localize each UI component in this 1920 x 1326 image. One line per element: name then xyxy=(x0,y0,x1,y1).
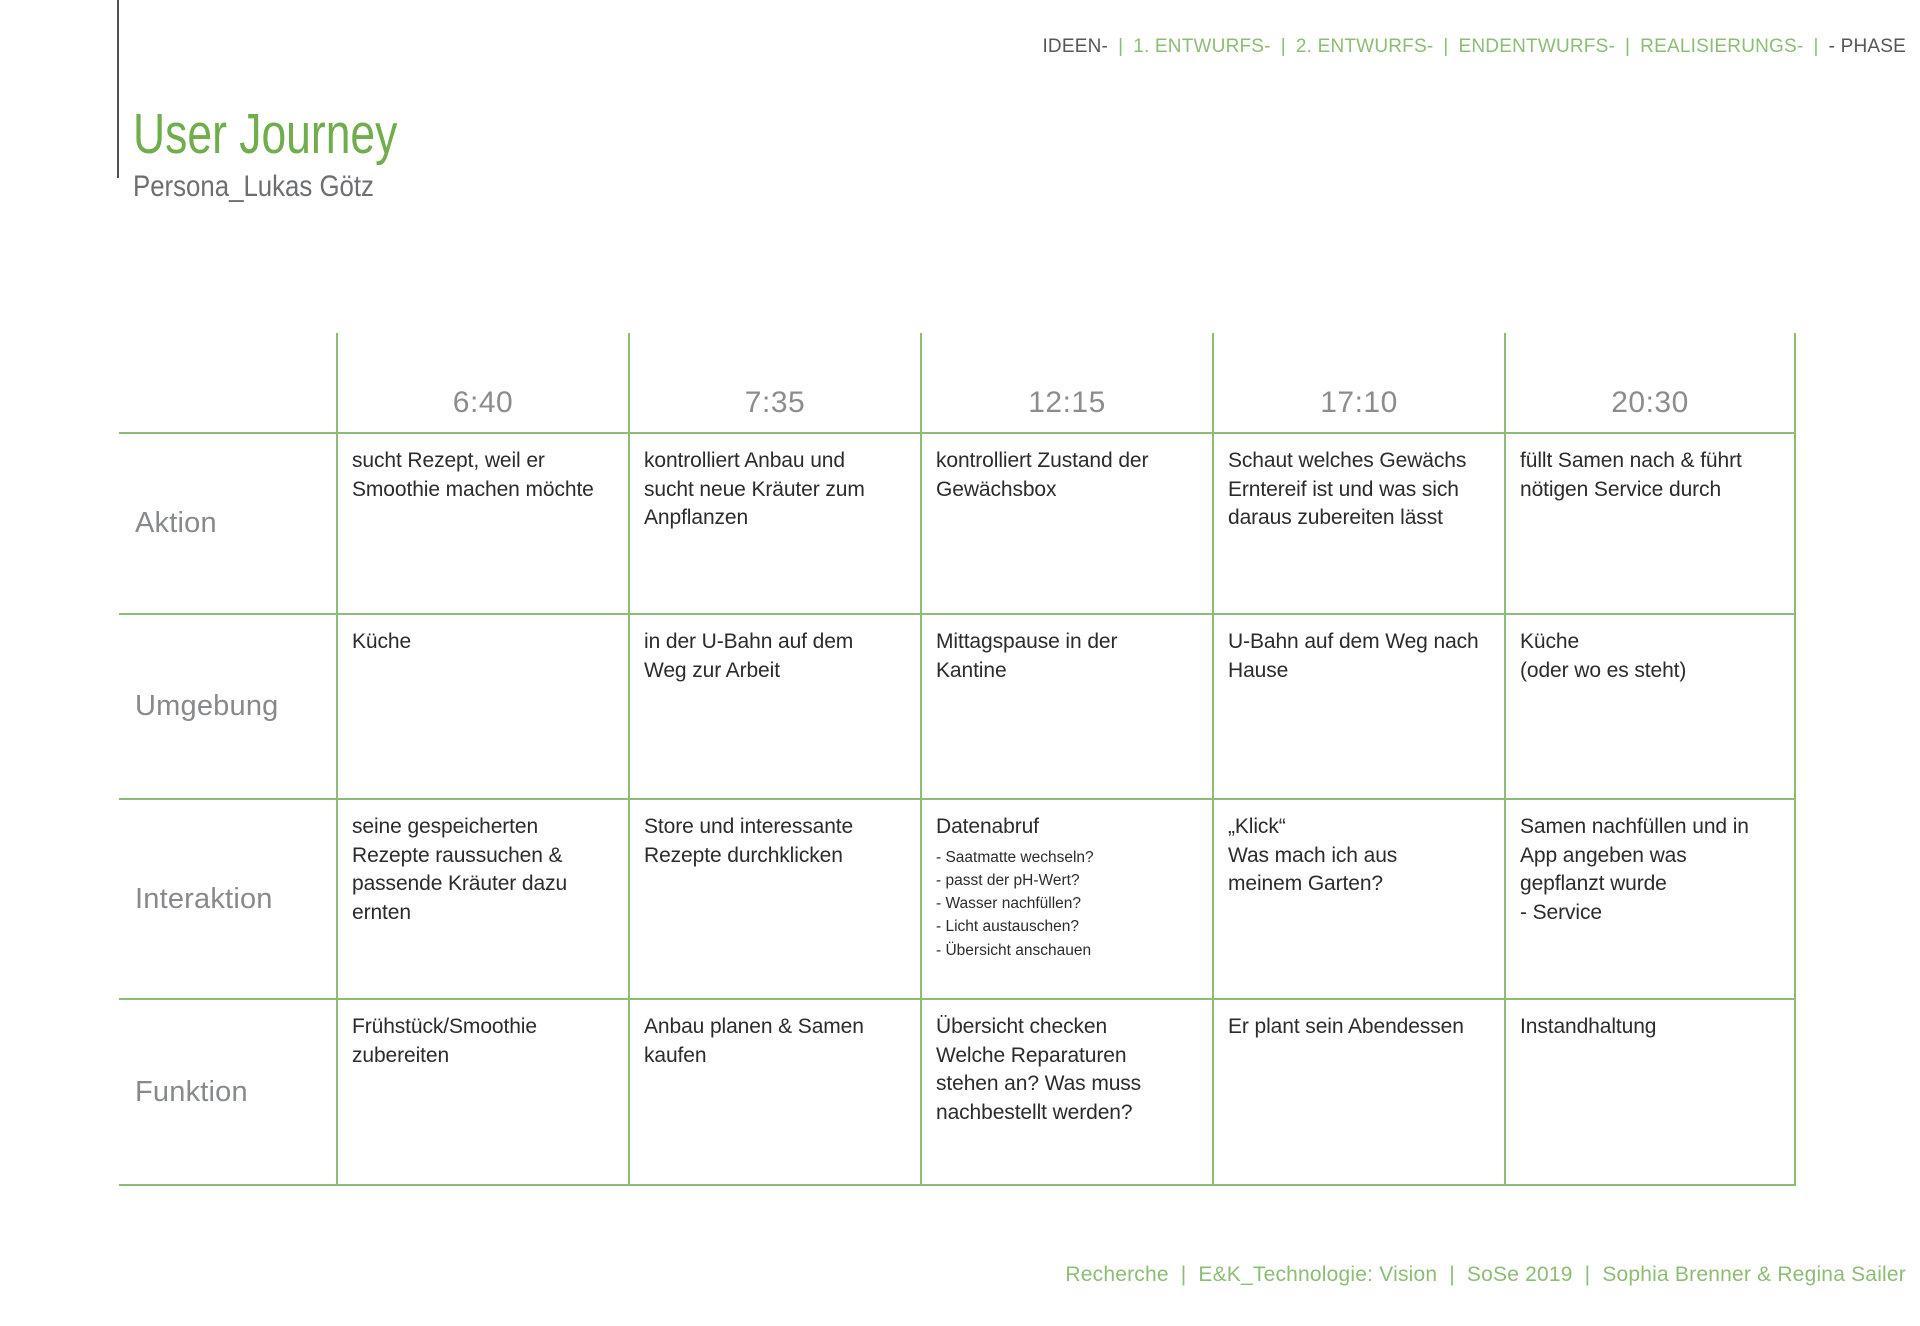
journey-cell: Mittagspause in der Kantine xyxy=(920,613,1212,798)
journey-cell: kontrolliert Anbau und sucht neue Kräute… xyxy=(628,432,920,613)
journey-cell-text: Übersicht checken Welche Reparaturen ste… xyxy=(936,1015,1142,1124)
journey-cell-text: Samen nachfüllen und in App angeben was … xyxy=(1520,815,1749,924)
journey-cell-text: Frühstück/Smoothie zubereiten xyxy=(352,1015,537,1067)
journey-cell-text: sucht Rezept, weil er Smoothie machen mö… xyxy=(352,449,594,501)
phase-nav-item-realisierungs[interactable]: REALISIERUNGS- xyxy=(1640,36,1804,57)
row-label-interaktion: Interaktion xyxy=(119,798,336,998)
journey-cell-subitem: - Licht austauschen? xyxy=(936,918,1080,936)
footer-credits: Recherche | E&K_Technologie: Vision | SoSe 2… xyxy=(1065,1263,1906,1287)
journey-cell-text: Küche xyxy=(352,630,412,653)
journey-cell: U-Bahn auf dem Weg nach Hause xyxy=(1212,613,1504,798)
page-subtitle: Persona_Lukas Götz xyxy=(133,170,374,203)
journey-cell: Samen nachfüllen und in App angeben was … xyxy=(1504,798,1796,998)
phase-nav-item-endentwurfs[interactable]: ENDENTWURFS- xyxy=(1458,36,1616,57)
time-column-header: 20:30 xyxy=(1504,333,1796,432)
journey-cell-text: Store und interessante Rezepte durchklic… xyxy=(644,815,854,867)
journey-cell: Übersicht checken Welche Reparaturen ste… xyxy=(920,998,1212,1186)
phase-nav: IDEEN- | 1. ENTWURFS- | 2. ENTWURFS- | ENDENTW… xyxy=(1042,36,1906,58)
title-accent-line xyxy=(117,0,119,178)
journey-cell-text: „Klick“ Was mach ich aus meinem Garten? xyxy=(1228,815,1398,896)
journey-cell-text: Er plant sein Abendessen xyxy=(1228,1015,1464,1038)
journey-cell: Er plant sein Abendessen xyxy=(1212,998,1504,1186)
journey-cell-text: Datenabruf xyxy=(936,815,1039,838)
journey-cell-text: Küche (oder wo es steht) xyxy=(1520,630,1687,682)
time-column-header: 12:15 xyxy=(920,333,1212,432)
footer-separator: | xyxy=(1180,1263,1187,1286)
footer-separator: | xyxy=(1584,1263,1591,1286)
journey-cell: Datenabruf - Saatmatte wechseln? - passt d… xyxy=(920,798,1212,998)
footer-item: SoSe 2019 xyxy=(1466,1263,1573,1286)
journey-cell: in der U-Bahn auf dem Weg zur Arbeit xyxy=(628,613,920,798)
time-column-header: 7:35 xyxy=(628,333,920,432)
nav-separator: | xyxy=(1443,36,1449,57)
footer-item: Sophia Brenner & Regina Sailer xyxy=(1602,1263,1906,1286)
nav-separator: | xyxy=(1813,36,1819,57)
phase-nav-item-2-entwurfs[interactable]: 2. ENTWURFS- xyxy=(1295,36,1434,57)
row-label-funktion: Funktion xyxy=(119,998,336,1186)
nav-separator: | xyxy=(1625,36,1631,57)
journey-cell-subitem: - Saatmatte wechseln? xyxy=(936,848,1094,866)
journey-cell-text: füllt Samen nach & führt nötigen Service… xyxy=(1520,449,1742,501)
time-column-header: 6:40 xyxy=(336,333,628,432)
title-block: User Journey Persona_Lukas Götz xyxy=(133,106,472,202)
journey-cell: Anbau planen & Samen kaufen xyxy=(628,998,920,1186)
journey-table: 6:40 7:35 12:15 17:10 20:30 Aktion sucht Rezep… xyxy=(119,333,1796,1186)
phase-nav-item-phase[interactable]: - PHASE xyxy=(1828,36,1906,57)
footer-separator: | xyxy=(1449,1263,1455,1286)
journey-cell-text: kontrolliert Anbau und sucht neue Kräute… xyxy=(644,449,865,530)
journey-cell-subitem: - Wasser nachfüllen? xyxy=(936,895,1082,913)
journey-cell: sucht Rezept, weil er Smoothie machen mö… xyxy=(336,432,628,613)
row-label-aktion: Aktion xyxy=(119,432,336,613)
journey-cell-text: kontrolliert Zustand der Gewächsbox xyxy=(936,449,1149,501)
journey-cell: Küche xyxy=(336,613,628,798)
journey-cell-text: Mittagspause in der Kantine xyxy=(936,630,1118,682)
nav-separator: | xyxy=(1118,36,1124,57)
journey-cell: kontrolliert Zustand der Gewächsbox xyxy=(920,432,1212,613)
journey-cell: seine gespeicherten Rezepte raussuchen &… xyxy=(336,798,628,998)
footer-item: E&K_Technologie: Vision xyxy=(1198,1263,1438,1286)
page-title: User Journey xyxy=(133,102,398,166)
journey-cell-sublist: - Saatmatte wechseln? - passt der pH-Wert… xyxy=(936,846,1204,962)
phase-nav-item-1-entwurfs[interactable]: 1. ENTWURFS- xyxy=(1133,36,1271,57)
phase-nav-item-ideen[interactable]: IDEEN- xyxy=(1042,36,1109,57)
journey-cell-subitem: - passt der pH-Wert? xyxy=(936,871,1080,889)
journey-cell-text: seine gespeicherten Rezepte raussuchen &… xyxy=(352,815,568,924)
journey-cell: Frühstück/Smoothie zubereiten xyxy=(336,998,628,1186)
table-corner xyxy=(119,333,336,432)
journey-cell: Store und interessante Rezepte durchklic… xyxy=(628,798,920,998)
journey-cell: füllt Samen nach & führt nötigen Service… xyxy=(1504,432,1796,613)
journey-cell: Schaut welches Gewächs Erntereif ist und… xyxy=(1212,432,1504,613)
journey-cell: Instandhaltung xyxy=(1504,998,1796,1186)
journey-cell: Küche (oder wo es steht) xyxy=(1504,613,1796,798)
footer-item: Recherche xyxy=(1065,1263,1169,1286)
nav-separator: | xyxy=(1280,36,1286,57)
journey-cell-text: Schaut welches Gewächs Erntereif ist und… xyxy=(1228,449,1467,530)
journey-cell-text: in der U-Bahn auf dem Weg zur Arbeit xyxy=(644,630,854,682)
journey-cell-text: Instandhaltung xyxy=(1520,1015,1657,1038)
journey-cell: „Klick“ Was mach ich aus meinem Garten? xyxy=(1212,798,1504,998)
journey-cell-text: U-Bahn auf dem Weg nach Hause xyxy=(1228,630,1479,682)
journey-cell-subitem: - Übersicht anschauen xyxy=(936,941,1092,959)
row-label-umgebung: Umgebung xyxy=(119,613,336,798)
time-column-header: 17:10 xyxy=(1212,333,1504,432)
journey-cell-text: Anbau planen & Samen kaufen xyxy=(644,1015,864,1067)
